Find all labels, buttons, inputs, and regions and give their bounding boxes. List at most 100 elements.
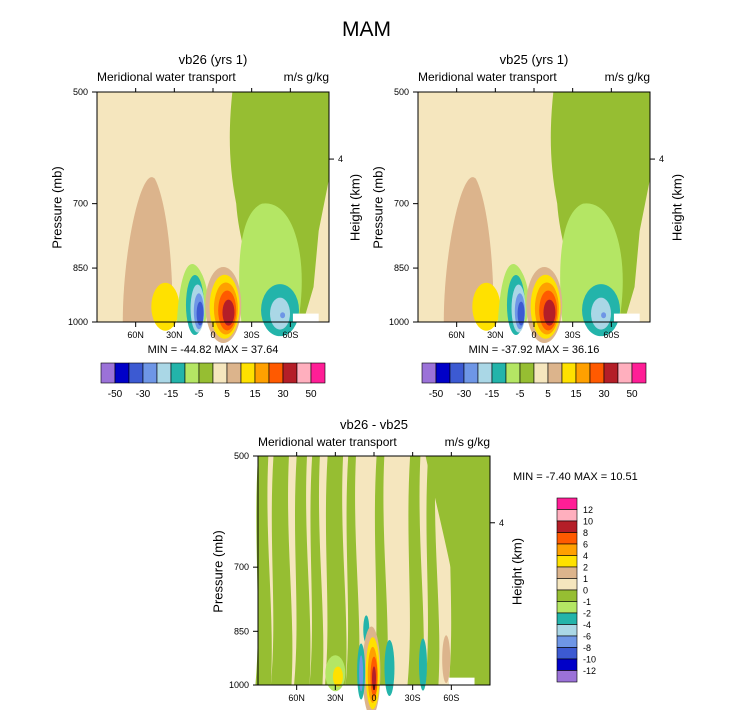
contour-band-minus4d [418, 638, 427, 691]
colorbar-swatch [421, 362, 437, 384]
colorbar-swatch [556, 601, 578, 614]
x-tick-label: 30S [565, 330, 581, 340]
y-tick-label: 850 [394, 263, 409, 273]
colorbar-swatch [556, 555, 578, 568]
x-tick-label: 60S [282, 330, 298, 340]
colorbar-swatch [556, 670, 578, 683]
colorbar-swatch [589, 362, 605, 384]
y-tick-label: 500 [234, 451, 249, 461]
x-tick-label: 30S [244, 330, 260, 340]
colorbar-swatch [491, 362, 507, 384]
y-tick-label: 1000 [229, 680, 249, 690]
colorbar-swatch [547, 362, 563, 384]
colorbar-swatch [556, 647, 578, 660]
colorbar-swatch [310, 362, 326, 384]
colorbar-label: 30 [277, 389, 289, 400]
colorbar-label: -1 [583, 597, 591, 607]
colorbar-swatch [296, 362, 312, 384]
panel3-left-label: Meridional water transport [258, 435, 397, 449]
colorbar-swatch [128, 362, 144, 384]
panel3-stats: MIN = -7.40 MAX = 10.51 [513, 471, 638, 483]
contour-band-plus8 [372, 666, 376, 691]
colorbar-swatch [100, 362, 116, 384]
contour-band-minus1-strip [374, 456, 388, 685]
colorbar-label: 15 [249, 389, 261, 400]
colorbar-swatch [533, 362, 549, 384]
colorbar-label: -30 [136, 389, 151, 400]
height-tick-label: 4 [499, 518, 504, 528]
contour-band-minus1-strip [345, 456, 360, 685]
colorbar-label: -15 [485, 389, 500, 400]
contour-band-plus2 [332, 666, 343, 687]
colorbar-swatch [156, 362, 172, 384]
colorbar-label: -30 [457, 389, 472, 400]
contour-band-minus1-strip [270, 456, 293, 685]
contour-band-minus1-strip [325, 456, 347, 685]
colorbar-swatch [170, 362, 186, 384]
colorbar-swatch [556, 532, 578, 545]
x-tick-label: 0 [371, 693, 376, 703]
contour-band-plus10 [472, 282, 501, 331]
colorbar-swatch [212, 362, 228, 384]
colorbar-swatch [184, 362, 200, 384]
panel2-stats: MIN = -37.92 MAX = 36.16 [468, 344, 600, 356]
y-tick-label: 850 [234, 626, 249, 636]
colorbar-label: 12 [583, 505, 593, 515]
colorbar-swatch [114, 362, 130, 384]
contour-band-plus10 [151, 282, 180, 331]
colorbar-label: 6 [583, 540, 588, 550]
colorbar-label: 10 [583, 517, 593, 527]
colorbar-swatch [617, 362, 633, 384]
colorbar-swatch [556, 497, 578, 510]
colorbar-label: -4 [583, 620, 591, 630]
y-tick-label: 700 [73, 199, 88, 209]
colorbar-label: 8 [583, 528, 588, 538]
colorbar-swatch [556, 566, 578, 579]
colorbar-swatch [556, 578, 578, 591]
colorbar-swatch [449, 362, 465, 384]
panel2-title: vb25 (yrs 1) [499, 52, 569, 67]
panel1-left-label: Meridional water transport [97, 70, 236, 84]
panel2-colorbar: -50 -30 -15 -5 5 15 30 50 [421, 362, 647, 400]
contour-band-minus1-strip [309, 456, 324, 685]
colorbar-swatch [631, 362, 647, 384]
contour-band-plus1b [442, 635, 451, 684]
panel3-title: vb26 - vb25 [340, 417, 408, 432]
colorbar-label: 5 [224, 389, 230, 400]
colorbar-label: 15 [570, 389, 582, 400]
missing-data-patch [448, 677, 475, 685]
colorbar-swatch [477, 362, 493, 384]
colorbar-swatch [556, 543, 578, 556]
y-tick-label: 500 [73, 87, 88, 97]
colorbar-swatch [556, 509, 578, 522]
colorbar-swatch [556, 624, 578, 637]
contour-band-minus1-strip [294, 456, 311, 685]
contour-band-minus1-strip [425, 456, 440, 685]
colorbar-label: 2 [583, 563, 588, 573]
colorbar-label: -50 [108, 389, 123, 400]
colorbar-swatch [268, 362, 284, 384]
x-tick-label: 60S [443, 693, 459, 703]
panel2-contours [418, 92, 650, 343]
x-tick-label: 30N [327, 693, 344, 703]
contour-band-minus1-strip [407, 456, 424, 685]
y-tick-label: 700 [394, 199, 409, 209]
contour-band-minus1-se [425, 456, 490, 685]
contour-band-minus8 [359, 655, 364, 692]
panel1-contours [97, 92, 329, 343]
missing-data-patch [292, 313, 319, 322]
colorbar-swatch [556, 635, 578, 648]
panel2-units: m/s g/kg [604, 70, 650, 84]
colorbar-label: -5 [516, 389, 525, 400]
panel3-units: m/s g/kg [444, 435, 490, 449]
colorbar-label: -12 [583, 666, 596, 676]
colorbar-swatch [226, 362, 242, 384]
colorbar-label: -6 [583, 632, 591, 642]
x-tick-label: 30N [487, 330, 504, 340]
colorbar-label: 5 [545, 389, 551, 400]
contour-band-minus30b [280, 312, 286, 319]
contour-band-minus40 [517, 301, 525, 326]
contour-band-minus1-strip [255, 456, 272, 685]
